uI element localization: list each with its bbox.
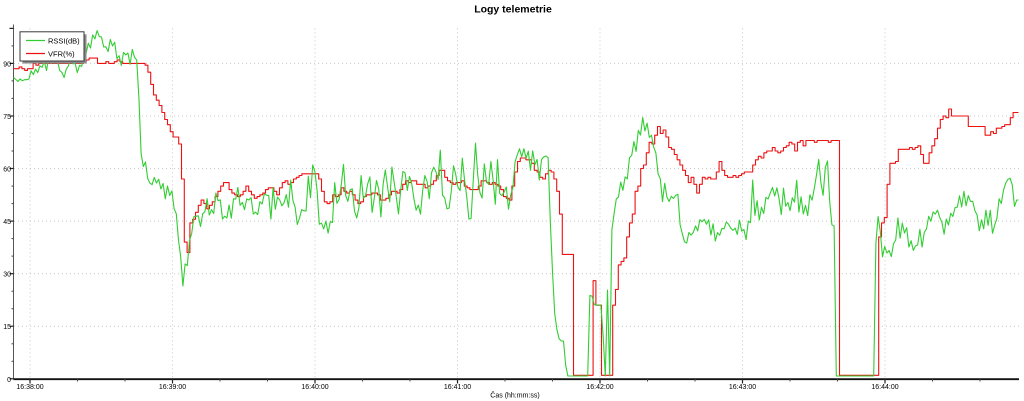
svg-text:0: 0 — [7, 377, 11, 384]
svg-text:Čas (hh:mm:ss): Čas (hh:mm:ss) — [490, 391, 539, 400]
svg-text:90: 90 — [3, 61, 11, 68]
svg-text:VFR(%): VFR(%) — [48, 50, 75, 59]
svg-text:16:43:00: 16:43:00 — [729, 384, 756, 391]
svg-text:75: 75 — [3, 114, 11, 121]
svg-text:16:44:00: 16:44:00 — [871, 384, 898, 391]
svg-text:16:38:00: 16:38:00 — [16, 384, 43, 391]
svg-text:16:42:00: 16:42:00 — [586, 384, 613, 391]
svg-text:15: 15 — [3, 324, 11, 331]
svg-text:RSSI(dB): RSSI(dB) — [48, 37, 80, 46]
svg-text:16:39:00: 16:39:00 — [159, 384, 186, 391]
svg-text:30: 30 — [3, 272, 11, 279]
svg-text:16:41:00: 16:41:00 — [444, 384, 471, 391]
svg-text:Logy telemetrie: Logy telemetrie — [474, 4, 552, 16]
svg-text:45: 45 — [3, 219, 11, 226]
svg-text:16:40:00: 16:40:00 — [301, 384, 328, 391]
svg-text:60: 60 — [3, 167, 11, 174]
